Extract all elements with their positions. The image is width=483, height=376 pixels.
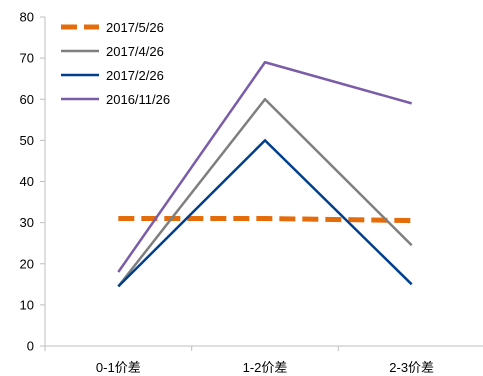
series-line-4 <box>117 60 413 273</box>
legend-label-4: 2016/11/26 <box>106 92 170 107</box>
series-line-2 <box>117 98 413 288</box>
x-tick-label: 2-3价差 <box>389 360 434 375</box>
x-tick-label: 1-2价差 <box>243 360 288 375</box>
legend-label-3: 2017/2/26 <box>106 68 164 83</box>
x-tick-label: 0-1价差 <box>96 360 141 375</box>
legend-label-2: 2017/4/26 <box>106 44 164 59</box>
y-tick-label: 0 <box>27 339 34 354</box>
legend: 2017/5/26 2017/4/26 2017/2/26 2016/11/26 <box>61 20 170 107</box>
y-tick-label: 20 <box>20 256 34 271</box>
y-tick-label: 30 <box>20 215 34 230</box>
axes: 0 10 20 30 40 50 60 70 80 0-1价差 1-2价差 2-3价差 <box>20 10 483 375</box>
series-layer <box>117 60 413 288</box>
legend-label-1: 2017/5/26 <box>106 20 164 35</box>
y-tick-label: 50 <box>20 133 34 148</box>
y-tick-label: 70 <box>20 51 34 66</box>
y-tick-label: 10 <box>20 297 34 312</box>
series-line-1 <box>118 216 412 224</box>
y-tick-label: 40 <box>20 174 34 189</box>
y-tick-label: 80 <box>20 10 34 25</box>
series-line-3 <box>117 139 413 288</box>
y-tick-label: 60 <box>20 92 34 107</box>
